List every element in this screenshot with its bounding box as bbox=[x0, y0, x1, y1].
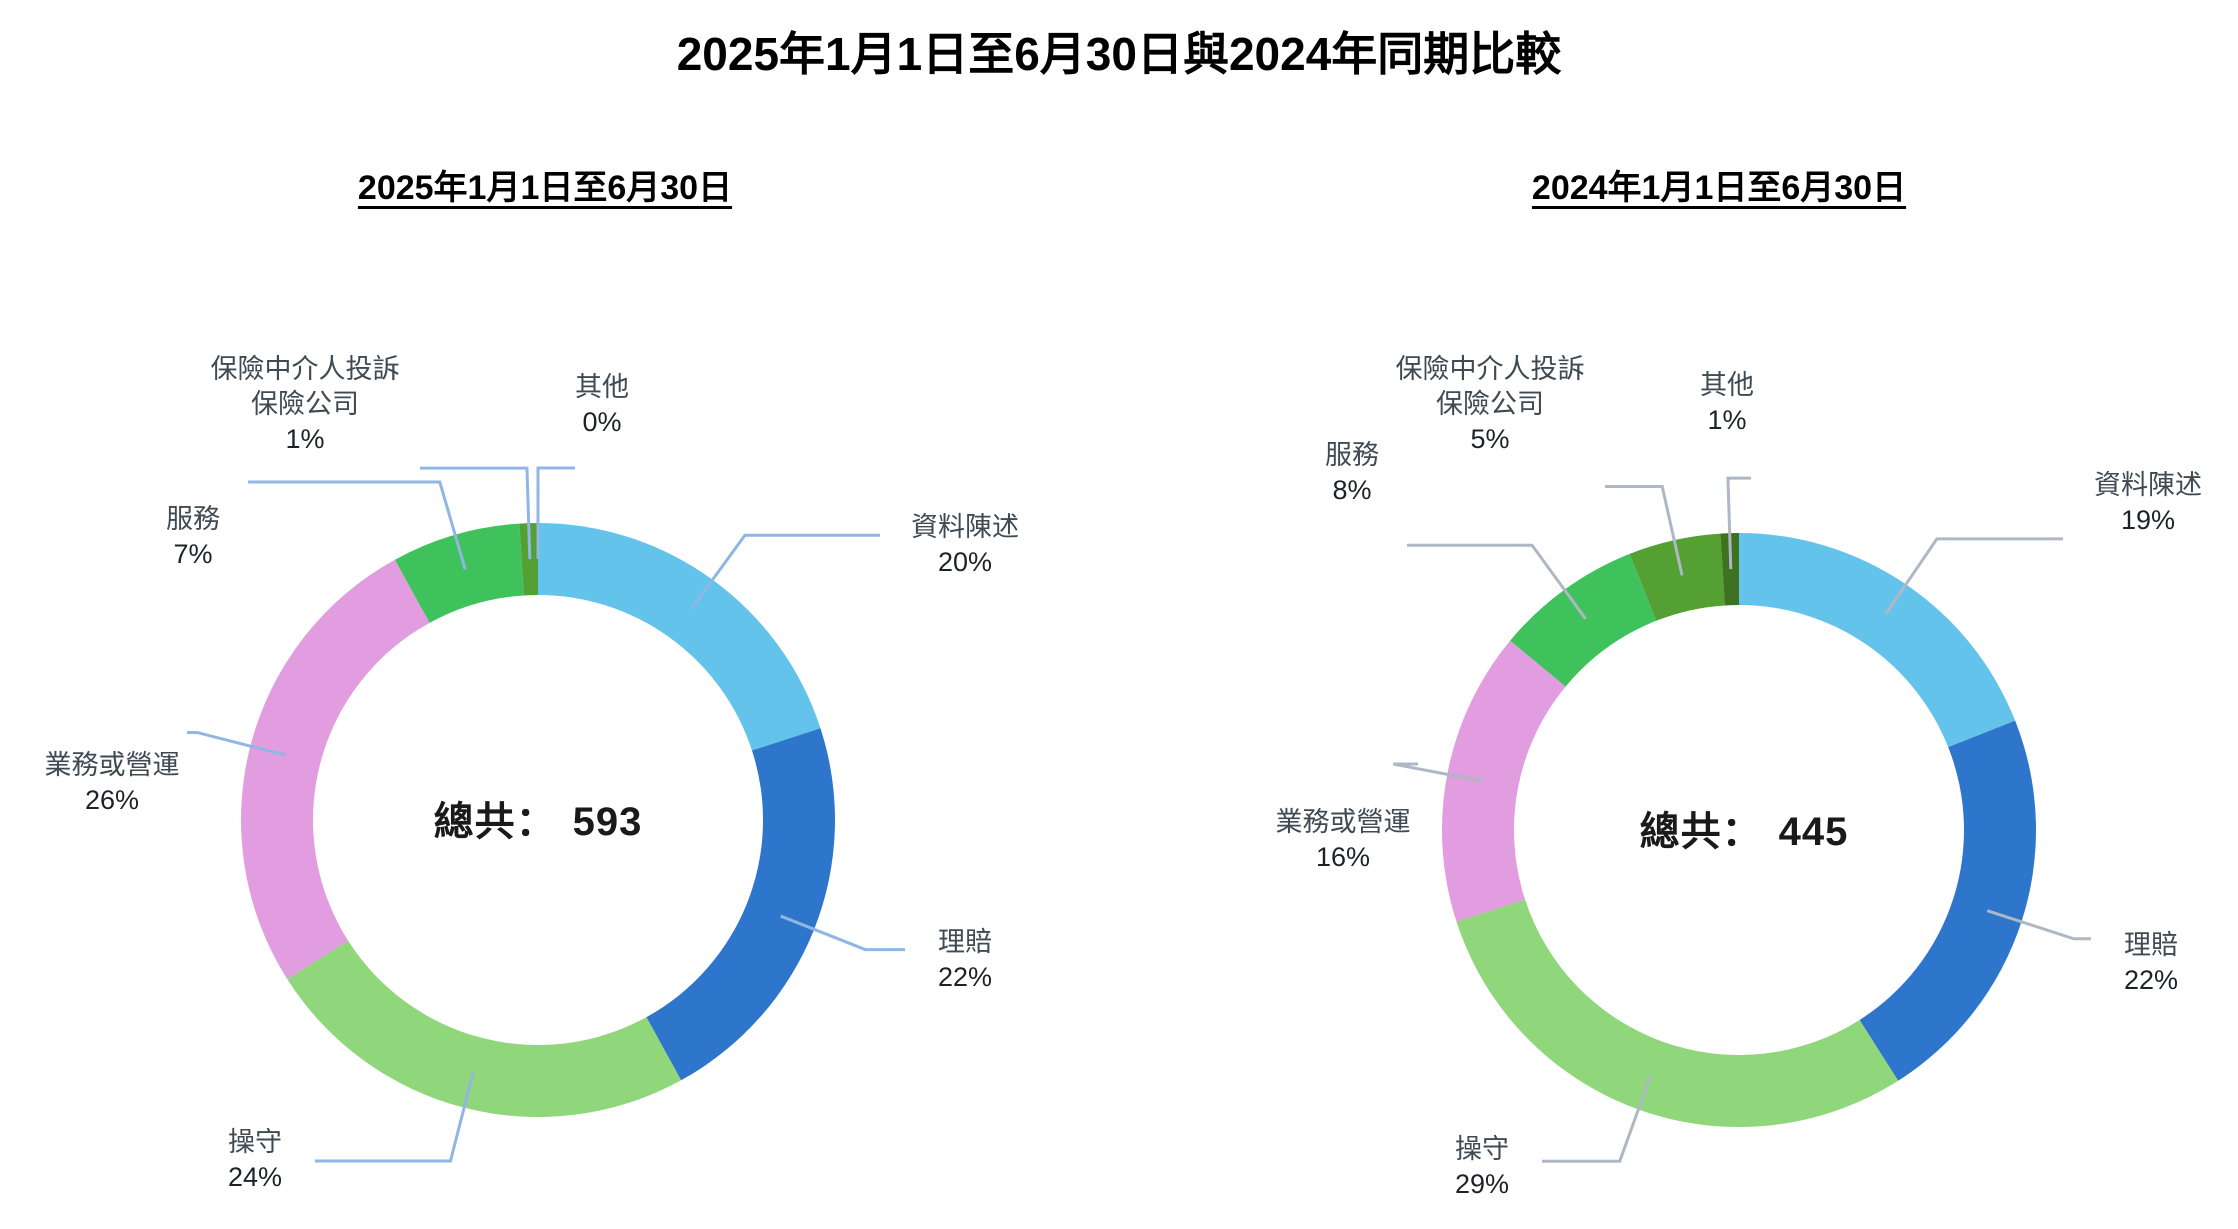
category-text: 理賠 bbox=[2123, 930, 2178, 960]
chart-2025: 2025年1月1日至6月30日 總共： 593 資料陳述 20% 理賠 22% 操守 24%… bbox=[0, 100, 1119, 1229]
percentage-text: 29% bbox=[1454, 1169, 1510, 1199]
label-claims: 理賠 22% bbox=[938, 925, 992, 995]
total-2024: 總共： 445 bbox=[1640, 799, 1849, 857]
donut-plot-2024: 總共： 445 資料陳述 19% 理賠 22% 操守 29% 業務或營運 16% 服務 8% 保險中介… bbox=[1119, 100, 2238, 1229]
category-text: 業務或營運 bbox=[44, 750, 180, 780]
donut-segment-conduct bbox=[287, 940, 682, 1117]
leader-line-service bbox=[1407, 543, 1587, 620]
label-conduct: 操守 24% bbox=[228, 1125, 282, 1195]
percentage-text: 20% bbox=[937, 547, 993, 577]
leader-line-conduct bbox=[1542, 1075, 1653, 1163]
percentage-text: 22% bbox=[2123, 965, 2179, 995]
label-data-statement: 資料陳述 19% bbox=[2094, 468, 2202, 538]
category-text: 服務 bbox=[1325, 440, 1379, 470]
label-others: 其他 0% bbox=[575, 370, 629, 440]
percentage-text: 7% bbox=[173, 539, 213, 569]
category-text: 操守 bbox=[1454, 1134, 1509, 1164]
leader-line-data-statement bbox=[1884, 537, 2063, 615]
leader-line-others bbox=[536, 466, 575, 559]
percentage-text: 0% bbox=[582, 407, 622, 437]
category-text: 業務或營運 bbox=[1275, 807, 1411, 837]
donut-segment-conduct bbox=[1456, 899, 1899, 1127]
donut-segment-data-statement bbox=[538, 523, 821, 751]
percentage-text: 24% bbox=[227, 1162, 283, 1192]
percentage-text: 19% bbox=[2120, 505, 2176, 535]
subtitle-2024: 2024年1月1日至6月30日 bbox=[1531, 169, 1907, 207]
label-business-or-operations: 業務或營運 16% bbox=[1276, 805, 1411, 875]
chart-2024: 2024年1月1日至6月30日 總共： 445 資料陳述 19% 理賠 22% 操守 29%… bbox=[1119, 100, 2238, 1229]
donut-plot-2025: 總共： 593 資料陳述 20% 理賠 22% 操守 24% 業務或營運 26% 服務 7% 保險中介… bbox=[0, 100, 1119, 1229]
donut-segment-data-statement bbox=[1739, 533, 2016, 748]
label-intermediary-complaints-against-insurers: 保險中介人投訴 保險公司 5% bbox=[1396, 352, 1585, 457]
percentage-text: 5% bbox=[1470, 424, 1510, 454]
label-conduct: 操守 29% bbox=[1455, 1132, 1509, 1202]
donut-svg bbox=[187, 466, 905, 1163]
donut-segment-intermediary-complaints-against-insurers bbox=[519, 523, 538, 596]
percentage-text: 8% bbox=[1332, 475, 1372, 505]
donut-segment-business-or-operations bbox=[1442, 640, 1566, 922]
label-intermediary-complaints-against-insurers: 保險中介人投訴 保險公司 1% bbox=[211, 352, 400, 457]
category-text: 保險中介人投訴 bbox=[1395, 354, 1585, 384]
subtitle-2025: 2025年1月1日至6月30日 bbox=[357, 169, 733, 207]
category-text: 保險公司 bbox=[1436, 389, 1544, 419]
percentage-text: 1% bbox=[1707, 405, 1747, 435]
category-text: 其他 bbox=[575, 372, 629, 402]
category-text: 保險公司 bbox=[251, 389, 359, 419]
leader-line-business-or-operations bbox=[187, 730, 286, 757]
category-text: 資料陳述 bbox=[911, 512, 1019, 542]
donut-segment-claims bbox=[1859, 720, 2036, 1081]
label-others: 其他 1% bbox=[1700, 368, 1754, 438]
total-label: 總共： bbox=[1639, 810, 1763, 854]
donut-segment-service bbox=[394, 523, 524, 623]
category-text: 其他 bbox=[1700, 370, 1754, 400]
leader-line-claims bbox=[1986, 909, 2091, 941]
category-text: 操守 bbox=[227, 1127, 282, 1157]
total-value: 593 bbox=[572, 800, 643, 844]
leader-line-conduct bbox=[315, 1072, 475, 1163]
donut-segment-service bbox=[1510, 553, 1657, 687]
category-text: 理賠 bbox=[937, 927, 992, 957]
label-data-statement: 資料陳述 20% bbox=[911, 510, 1019, 580]
leader-line-others bbox=[1726, 476, 1751, 570]
donut-segment-business-or-operations bbox=[241, 559, 430, 980]
total-label: 總共： bbox=[433, 800, 557, 844]
category-text: 服務 bbox=[166, 504, 220, 534]
category-text: 保險中介人投訴 bbox=[210, 354, 400, 384]
leader-line-claims bbox=[780, 914, 905, 952]
donut-segment-intermediary-complaints-against-insurers bbox=[1629, 533, 1725, 621]
label-business-or-operations: 業務或營運 26% bbox=[45, 748, 180, 818]
percentage-text: 26% bbox=[84, 785, 140, 815]
leader-line-intermediary-complaints-against-insurers bbox=[1605, 484, 1684, 576]
donut-segment-claims bbox=[646, 728, 835, 1081]
percentage-text: 16% bbox=[1315, 842, 1371, 872]
label-service: 服務 7% bbox=[166, 502, 220, 572]
label-claims: 理賠 22% bbox=[2124, 928, 2178, 998]
percentage-text: 22% bbox=[937, 962, 993, 992]
label-service: 服務 8% bbox=[1325, 438, 1379, 508]
percentage-text: 1% bbox=[285, 424, 325, 454]
category-text: 資料陳述 bbox=[2094, 470, 2202, 500]
donut-svg bbox=[1392, 476, 2091, 1163]
total-2025: 總共： 593 bbox=[434, 789, 643, 847]
leader-line-business-or-operations bbox=[1392, 762, 1483, 783]
leader-line-data-statement bbox=[690, 533, 880, 610]
leader-line-intermediary-complaints-against-insurers bbox=[420, 466, 532, 560]
total-value: 445 bbox=[1778, 810, 1849, 854]
donut-segment-others bbox=[1720, 533, 1739, 606]
page-title: 2025年1月1日至6月30日與2024年同期比較 bbox=[676, 28, 1562, 80]
leader-line-service bbox=[248, 480, 467, 570]
